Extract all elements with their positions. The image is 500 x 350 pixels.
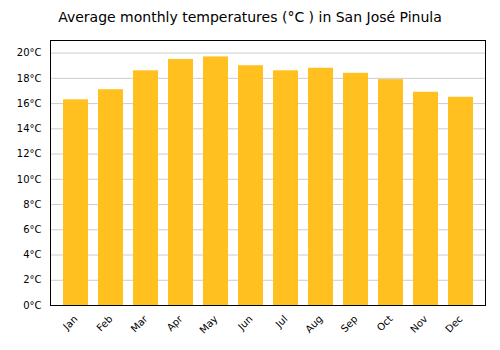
svg-text:12°C: 12°C [17, 148, 42, 159]
svg-text:May: May [197, 313, 219, 335]
svg-text:Oct: Oct [375, 313, 395, 333]
svg-text:Apr: Apr [165, 313, 186, 334]
svg-text:0°C: 0°C [23, 300, 41, 311]
svg-text:8°C: 8°C [23, 199, 41, 210]
svg-text:10°C: 10°C [17, 174, 42, 185]
svg-text:16°C: 16°C [17, 98, 42, 109]
svg-text:Mar: Mar [129, 313, 151, 335]
svg-text:14°C: 14°C [17, 123, 42, 134]
svg-text:Jun: Jun [235, 313, 255, 333]
svg-text:Aug: Aug [303, 313, 325, 335]
svg-text:Nov: Nov [408, 313, 430, 335]
svg-text:Jul: Jul [273, 313, 290, 330]
svg-text:20°C: 20°C [17, 47, 42, 58]
svg-text:18°C: 18°C [17, 73, 42, 84]
svg-text:2°C: 2°C [23, 274, 41, 285]
svg-text:6°C: 6°C [23, 224, 41, 235]
svg-text:4°C: 4°C [23, 249, 41, 260]
html-text:Average monthly temperatures (: Average monthly temperatures (°C ) in Sa… [58, 9, 442, 25]
svg-text:Feb: Feb [94, 313, 114, 333]
svg-text:Sep: Sep [339, 313, 360, 334]
svg-text:Dec: Dec [443, 313, 464, 334]
svg-text:Jan: Jan [60, 313, 79, 332]
